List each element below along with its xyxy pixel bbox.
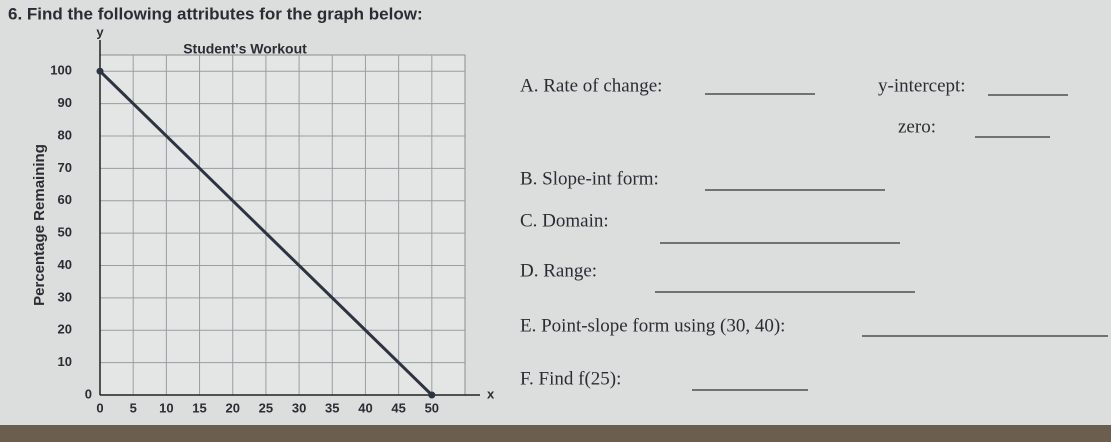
plot-area bbox=[99, 54, 466, 396]
y-tick-label: 0 bbox=[85, 386, 92, 401]
x-tick-label: 30 bbox=[292, 400, 306, 415]
y-tick-label: 90 bbox=[58, 95, 72, 110]
question-zero: zero: bbox=[898, 116, 936, 137]
x-tick-label: 45 bbox=[391, 400, 405, 415]
header-title: 6. Find the following attributes for the… bbox=[8, 4, 423, 23]
y-tick-label: 80 bbox=[58, 127, 72, 142]
x-tick-label: 25 bbox=[259, 400, 273, 415]
x-tick-label: 5 bbox=[130, 400, 137, 415]
question-e: E. Point-slope form using (30, 40): bbox=[520, 315, 785, 336]
y-tick-label: 10 bbox=[58, 354, 72, 369]
chart-title: Student's Workout bbox=[183, 41, 307, 57]
x-tick-label: 15 bbox=[192, 400, 206, 415]
data-point bbox=[96, 67, 104, 75]
y-axis-letter: y bbox=[96, 24, 104, 39]
x-tick-label: 50 bbox=[425, 400, 439, 415]
x-axis-letter: x bbox=[487, 386, 495, 401]
y-tick-label: 40 bbox=[58, 257, 72, 272]
x-tick-label: 20 bbox=[225, 400, 239, 415]
table-edge bbox=[0, 425, 1111, 442]
y-tick-label: 60 bbox=[58, 192, 72, 207]
data-point bbox=[428, 391, 436, 399]
y-tick-label: 70 bbox=[58, 160, 72, 175]
question-a: A. Rate of change: bbox=[520, 75, 662, 96]
question-y-intercept: y-intercept: bbox=[878, 75, 966, 96]
y-tick-label: 30 bbox=[58, 289, 72, 304]
x-tick-label: 40 bbox=[358, 400, 372, 415]
y-tick-label: 20 bbox=[58, 322, 72, 337]
question-b: B. Slope-int form: bbox=[520, 168, 659, 189]
y-tick-label: 50 bbox=[58, 225, 72, 240]
x-tick-label: 0 bbox=[96, 400, 103, 415]
y-axis-label: Percentage Remaining bbox=[31, 144, 48, 306]
data-line bbox=[98, 70, 433, 397]
x-tick-label: 10 bbox=[159, 400, 173, 415]
y-tick-label: 100 bbox=[50, 63, 72, 78]
question-d: D. Range: bbox=[520, 260, 597, 281]
question-f: F. Find f(25): bbox=[520, 368, 621, 389]
x-tick-label: 35 bbox=[325, 400, 339, 415]
question-c: C. Domain: bbox=[520, 210, 609, 231]
